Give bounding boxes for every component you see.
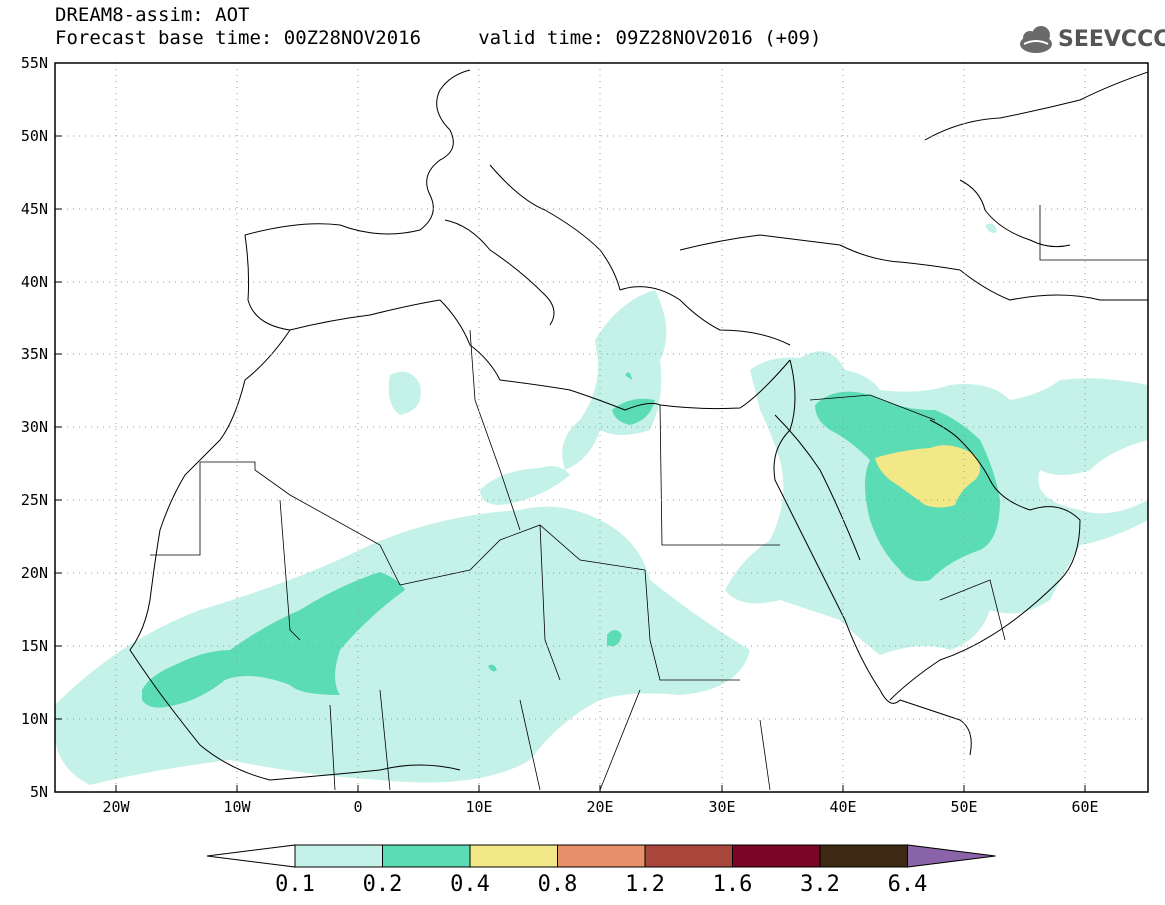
lon-label: 40E	[829, 798, 856, 816]
lon-label: 30E	[708, 798, 735, 816]
lon-label: 60E	[1071, 798, 1098, 816]
lon-label: 10E	[465, 798, 492, 816]
colorbar: 0.1 0.2 0.4 0.8 1.2 1.6 3.2 6.4	[206, 844, 996, 897]
latitude-labels: 55N 50N 45N 40N 35N 30N 25N 20N 15N 10N …	[21, 54, 48, 801]
lat-label: 40N	[21, 273, 48, 291]
axis-ticks	[55, 62, 1086, 792]
colorbar-label: 0.1	[275, 872, 315, 897]
colorbar-bin	[294, 844, 383, 868]
lat-label: 25N	[21, 491, 48, 509]
forecast-times: Forecast base time: 00Z28NOV2016 valid t…	[55, 27, 822, 49]
lon-label: 50E	[950, 798, 977, 816]
lat-label: 45N	[21, 200, 48, 218]
lat-label: 20N	[21, 564, 48, 582]
lat-label: 30N	[21, 418, 48, 436]
colorbar-bin	[557, 844, 646, 868]
borders	[150, 205, 1148, 791]
colorbar-label: 1.6	[713, 872, 753, 897]
aot-0.4-0.8-shading	[875, 445, 980, 508]
colorbar-label: 0.8	[538, 872, 578, 897]
colorbar-label: 3.2	[800, 872, 840, 897]
lat-label: 5N	[30, 783, 48, 801]
longitude-labels: 20W 10W 0 10E 20E 30E 40E 50E 60E	[102, 798, 1098, 816]
lat-label: 55N	[21, 54, 48, 72]
colorbar-label: 0.4	[450, 872, 490, 897]
colorbar-label: 0.2	[363, 872, 403, 897]
map-title: DREAM8-assim: AOT	[55, 4, 250, 26]
lon-label: 10W	[223, 798, 251, 816]
colorbar-bin	[732, 844, 821, 868]
cloud-icon	[1020, 26, 1052, 53]
colorbar-bin	[382, 844, 471, 868]
colorbar-label: 6.4	[888, 872, 928, 897]
logo-text: SEEVCCC	[1058, 27, 1165, 52]
lat-label: 35N	[21, 345, 48, 363]
colorbar-under-triangle	[206, 844, 296, 868]
colorbar-label: 1.2	[625, 872, 665, 897]
lon-label: 0	[353, 798, 362, 816]
aot-field	[55, 223, 1148, 785]
gridlines	[55, 63, 1148, 792]
colorbar-bin	[819, 844, 908, 868]
lat-label: 10N	[21, 710, 48, 728]
colorbar-bin	[644, 844, 733, 868]
colorbar-over-triangle	[907, 844, 996, 868]
colorbar-bin	[469, 844, 558, 868]
lat-label: 50N	[21, 127, 48, 145]
lon-label: 20W	[102, 798, 130, 816]
lon-label: 20E	[586, 798, 613, 816]
coastlines	[129, 69, 1148, 781]
lat-label: 15N	[21, 637, 48, 655]
